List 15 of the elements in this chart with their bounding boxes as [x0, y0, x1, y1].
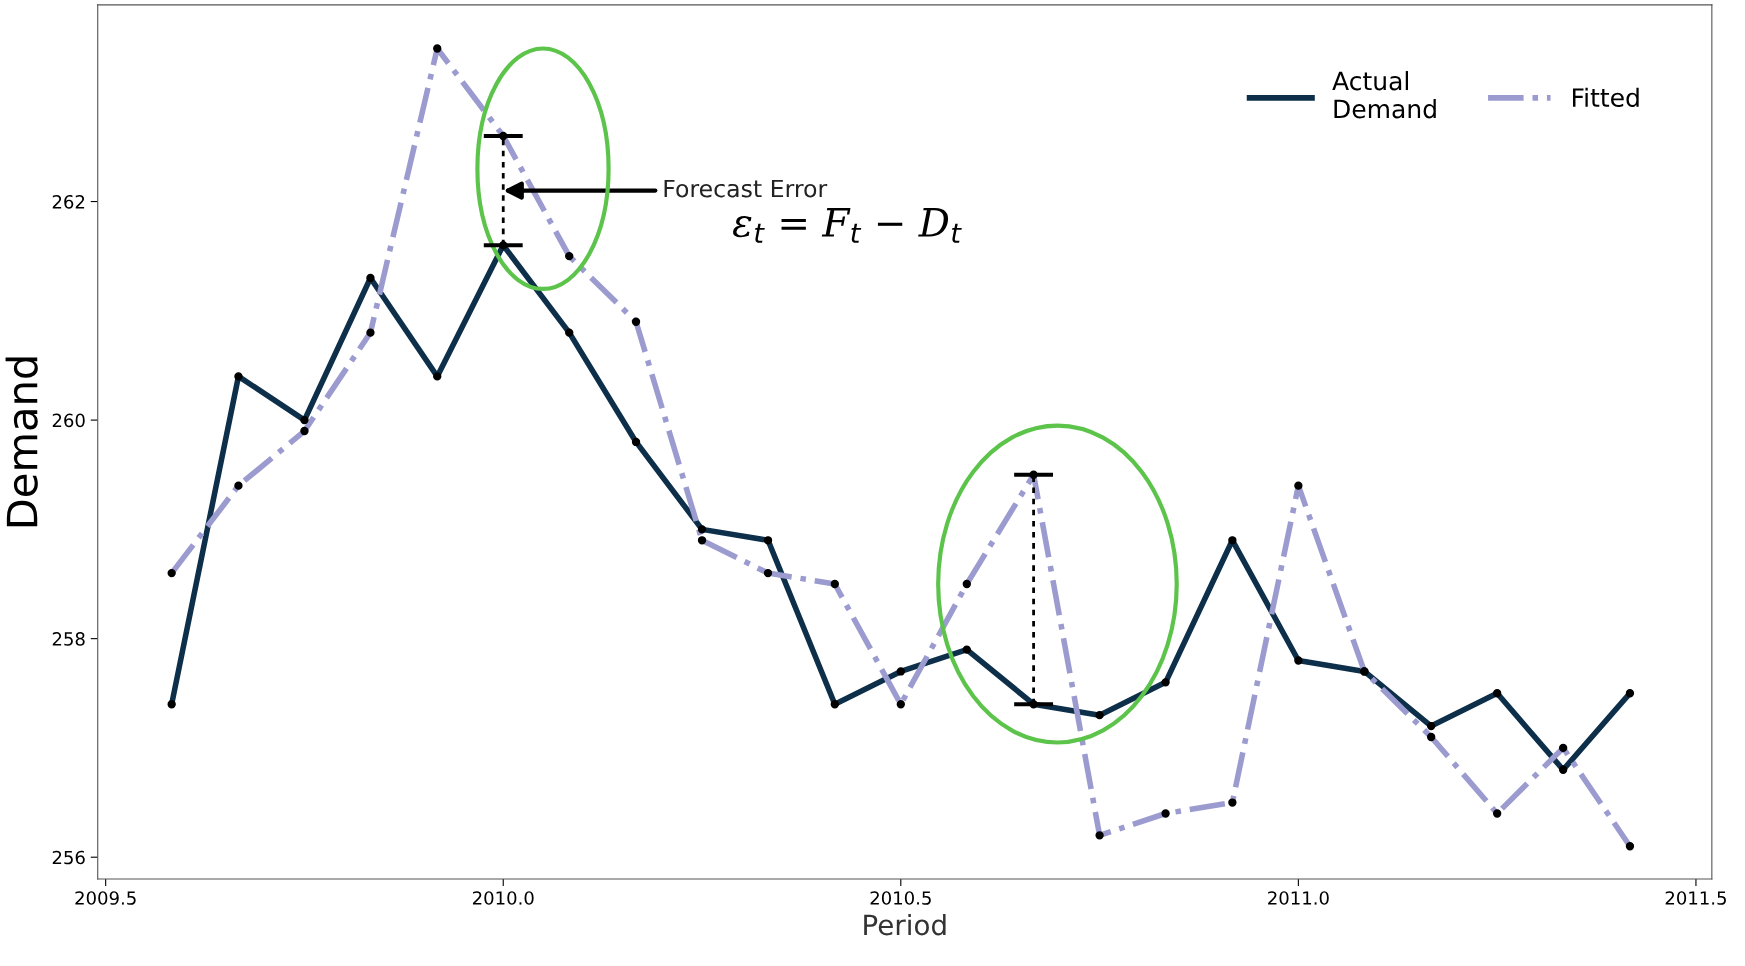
annotation: ε$_{t}$ = F$_{t}$ − D$_{t}$ — [732, 208, 962, 243]
y-tick-label: 262 — [52, 194, 85, 209]
x-tick-label: 2009.5 — [75, 891, 136, 905]
y-tick-label: 260 — [52, 413, 85, 428]
annotation: Forecast Error — [664, 179, 828, 198]
x-axis-title: Period — [864, 913, 946, 936]
y-tick-label: 256 — [52, 850, 85, 865]
x-tick-label: 2011.5 — [1665, 891, 1726, 905]
x-tick-label: 2010.5 — [870, 891, 931, 905]
y-axis-title: Demand — [5, 357, 38, 527]
x-tick-label: 2011.0 — [1268, 891, 1329, 905]
x-tick-label: 2010.0 — [472, 891, 534, 905]
legend-label: Fitted — [1573, 87, 1639, 107]
y-tick-label: 258 — [52, 632, 85, 646]
legend-label: Actual Demand — [1332, 71, 1436, 119]
